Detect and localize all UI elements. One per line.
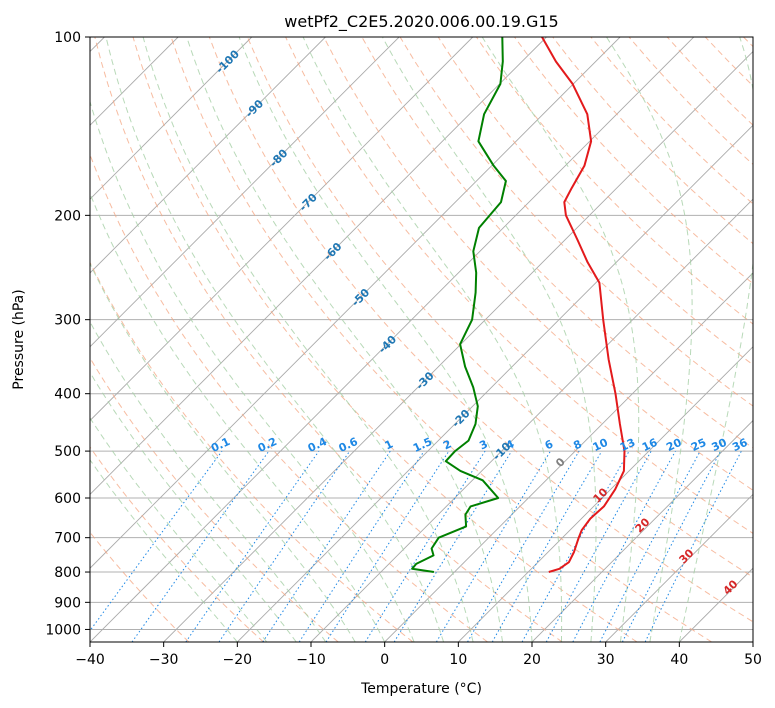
mixing-ratio-label: 16 [640, 436, 660, 454]
y-tick-label: 200 [54, 208, 81, 224]
x-tick-label: 50 [744, 652, 762, 668]
isotherm-line [90, 37, 695, 642]
x-tick-label: −10 [296, 652, 326, 668]
moist-adiabat [90, 99, 415, 642]
isotherm-line [237, 124, 753, 642]
mixing-ratio-line [131, 450, 270, 642]
dry-adiabat [246, 37, 753, 578]
x-tick-label: 20 [523, 652, 541, 668]
dry-adiabat [90, 446, 264, 642]
chart-title: wetPf2_C2E5.2020.006.00.19.G15 [284, 12, 558, 32]
x-tick-label: 30 [597, 652, 615, 668]
isotherm-line [90, 37, 253, 200]
dry-adiabat [285, 37, 753, 535]
mixing-ratio-line [545, 450, 652, 642]
x-tick-label: −40 [75, 652, 105, 668]
moist-adiabat [142, 37, 474, 642]
dry-adiabat [90, 356, 339, 642]
mixing-ratio-label: 10 [591, 436, 611, 454]
dry-adiabat [323, 37, 753, 491]
isotherm-line [90, 37, 621, 569]
mixing-ratio-line [218, 450, 351, 642]
y-tick-label: 1000 [45, 622, 81, 638]
y-tick-label: 500 [54, 444, 81, 460]
moist-adiabat [90, 262, 356, 642]
y-tick-label: 400 [54, 387, 81, 403]
dewpoint-profile [411, 37, 507, 573]
isotherm-line [605, 493, 753, 642]
moist-adiabat [678, 37, 753, 642]
moist-adiabat [186, 37, 503, 642]
mixing-ratio-label: 36 [730, 436, 750, 454]
moist-adiabat [90, 417, 268, 642]
mixing-ratio-label: 20 [664, 436, 684, 454]
mixing-ratio-line [90, 450, 223, 632]
mixing-ratio-line [298, 450, 425, 642]
mixing-ratio-line [393, 450, 513, 642]
dry-adiabat [90, 261, 414, 642]
mixing-ratio-label: 13 [618, 436, 637, 454]
dry-adiabat [170, 37, 712, 642]
background-lines [90, 37, 753, 642]
x-tick-label: 10 [449, 652, 467, 668]
mixing-ratio-label: 25 [689, 436, 708, 454]
moist-adiabat [381, 37, 597, 642]
moist-adiabat [302, 37, 563, 642]
x-tick-label: −20 [223, 652, 253, 668]
y-tick-label: 600 [54, 491, 81, 507]
plot-frame [89, 36, 754, 643]
dry-adiabat [208, 37, 753, 623]
x-tick-label: 40 [670, 652, 688, 668]
moist-adiabat [481, 37, 640, 642]
temperature-profile [541, 37, 626, 573]
isotherm-line [90, 37, 326, 274]
y-tick-label: 800 [54, 565, 81, 581]
mixing-ratio-line [644, 450, 742, 642]
isotherm-line [163, 50, 753, 642]
mixing-ratio-line [262, 450, 391, 642]
mixing-ratio-label: 30 [709, 436, 729, 454]
y-axis: 100 200 300 400 500 600 700 800 900 1000 [45, 30, 90, 638]
mixing-ratio-line [572, 450, 676, 642]
moist-adiabat [90, 192, 386, 642]
y-axis-title: Pressure (hPa) [11, 289, 27, 389]
dry-adiabat [94, 37, 563, 642]
isotherm-line [90, 37, 400, 348]
y-tick-label: 300 [54, 313, 81, 329]
dry-adiabat [475, 37, 753, 325]
isotherm-line [384, 272, 753, 642]
mixing-ratio-line [325, 450, 450, 642]
moist-adiabat [238, 37, 533, 642]
moist-adiabat [105, 37, 445, 642]
y-tick-label: 700 [54, 531, 81, 547]
moist-adiabat [90, 371, 297, 642]
x-tick-label: 0 [380, 652, 389, 668]
y-tick-label: 900 [54, 595, 81, 611]
dry-adiabat [132, 37, 638, 642]
x-tick-label: −30 [149, 652, 179, 668]
x-axis-title: Temperature (°C) [360, 681, 482, 697]
y-tick-label: 100 [54, 30, 81, 46]
isotherm-line [90, 37, 547, 496]
moist-adiabat [90, 320, 327, 642]
isotherm-line [531, 419, 753, 642]
moist-adiabat [606, 37, 693, 642]
mixing-ratio-line [185, 450, 320, 642]
x-axis: −40 −30 −20 −10 0 10 20 30 40 50 [75, 642, 762, 668]
series-layer [411, 37, 626, 573]
moist-adiabat [90, 458, 238, 642]
isotherm-line [90, 37, 474, 422]
dry-adiabat [514, 37, 753, 285]
